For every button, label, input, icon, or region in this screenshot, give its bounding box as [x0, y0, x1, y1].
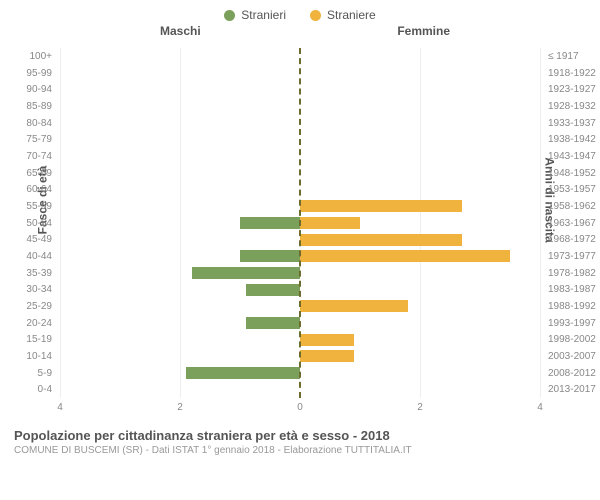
- bar-female: [300, 350, 354, 362]
- age-label: 90-94: [16, 84, 56, 95]
- age-label: 15-19: [16, 334, 56, 345]
- bar-female: [300, 334, 354, 346]
- pyramid-chart: Stranieri Straniere Maschi Femmine Fasce…: [0, 0, 600, 500]
- birth-year-label: 1998-2002: [544, 334, 600, 345]
- birth-year-label: 1983-1987: [544, 284, 600, 295]
- legend-swatch-female: [310, 10, 321, 21]
- age-label: 55-59: [16, 201, 56, 212]
- bar-male: [240, 217, 300, 229]
- age-label: 5-9: [16, 368, 56, 379]
- birth-year-label: 1963-1967: [544, 218, 600, 229]
- legend: Stranieri Straniere: [0, 0, 600, 24]
- birth-year-label: 1918-1922: [544, 68, 600, 79]
- legend-item-male: Stranieri: [224, 6, 286, 24]
- age-label: 20-24: [16, 318, 56, 329]
- age-label: 60-64: [16, 184, 56, 195]
- birth-year-label: 1948-1952: [544, 168, 600, 179]
- bar-female: [300, 300, 408, 312]
- birth-year-label: 2008-2012: [544, 368, 600, 379]
- birth-year-label: 2003-2007: [544, 351, 600, 362]
- bar-female: [300, 200, 462, 212]
- birth-year-label: 1928-1932: [544, 101, 600, 112]
- center-divider: [299, 48, 301, 398]
- plot-area: 100+≤ 191795-991918-192290-941923-192785…: [60, 42, 540, 422]
- birth-year-label: 1923-1927: [544, 84, 600, 95]
- x-tick-label: 4: [537, 402, 543, 413]
- bar-female: [300, 250, 510, 262]
- x-tick-label: 4: [57, 402, 63, 413]
- birth-year-label: 1973-1977: [544, 251, 600, 262]
- chart-title: Popolazione per cittadinanza straniera p…: [14, 428, 586, 443]
- legend-item-female: Straniere: [310, 6, 376, 24]
- age-label: 10-14: [16, 351, 56, 362]
- age-label: 65-69: [16, 168, 56, 179]
- bar-male: [240, 250, 300, 262]
- age-label: 75-79: [16, 134, 56, 145]
- age-label: 40-44: [16, 251, 56, 262]
- legend-label-female: Straniere: [327, 8, 376, 22]
- birth-year-label: 1988-1992: [544, 301, 600, 312]
- age-label: 95-99: [16, 68, 56, 79]
- bar-female: [300, 234, 462, 246]
- age-label: 45-49: [16, 234, 56, 245]
- x-tick-label: 2: [177, 402, 183, 413]
- birth-year-label: 1953-1957: [544, 184, 600, 195]
- age-label: 70-74: [16, 151, 56, 162]
- bar-male: [246, 317, 300, 329]
- age-label: 25-29: [16, 301, 56, 312]
- bar-male: [186, 367, 300, 379]
- chart-footer: Popolazione per cittadinanza straniera p…: [0, 422, 600, 456]
- age-label: 80-84: [16, 118, 56, 129]
- birth-year-label: 1938-1942: [544, 134, 600, 145]
- birth-year-label: 1968-1972: [544, 234, 600, 245]
- x-tick-label: 0: [297, 402, 303, 413]
- legend-label-male: Stranieri: [241, 8, 286, 22]
- legend-swatch-male: [224, 10, 235, 21]
- birth-year-label: 2013-2017: [544, 384, 600, 395]
- birth-year-label: 1943-1947: [544, 151, 600, 162]
- x-axis: 4 2 0 2 4: [60, 402, 540, 418]
- birth-year-label: 1993-1997: [544, 318, 600, 329]
- age-label: 100+: [16, 51, 56, 62]
- birth-year-label: 1978-1982: [544, 268, 600, 279]
- age-label: 0-4: [16, 384, 56, 395]
- bar-male: [246, 284, 300, 296]
- age-label: 85-89: [16, 101, 56, 112]
- age-label: 35-39: [16, 268, 56, 279]
- birth-year-label: 1958-1962: [544, 201, 600, 212]
- x-tick-label: 2: [417, 402, 423, 413]
- age-label: 30-34: [16, 284, 56, 295]
- chart-subtitle: COMUNE DI BUSCEMI (SR) - Dati ISTAT 1° g…: [14, 445, 586, 456]
- header-female: Femmine: [397, 24, 450, 38]
- bar-female: [300, 217, 360, 229]
- column-headers: Maschi Femmine: [0, 24, 600, 42]
- birth-year-label: 1933-1937: [544, 118, 600, 129]
- header-male: Maschi: [160, 24, 201, 38]
- birth-year-label: ≤ 1917: [544, 51, 600, 62]
- age-label: 50-54: [16, 218, 56, 229]
- bar-male: [192, 267, 300, 279]
